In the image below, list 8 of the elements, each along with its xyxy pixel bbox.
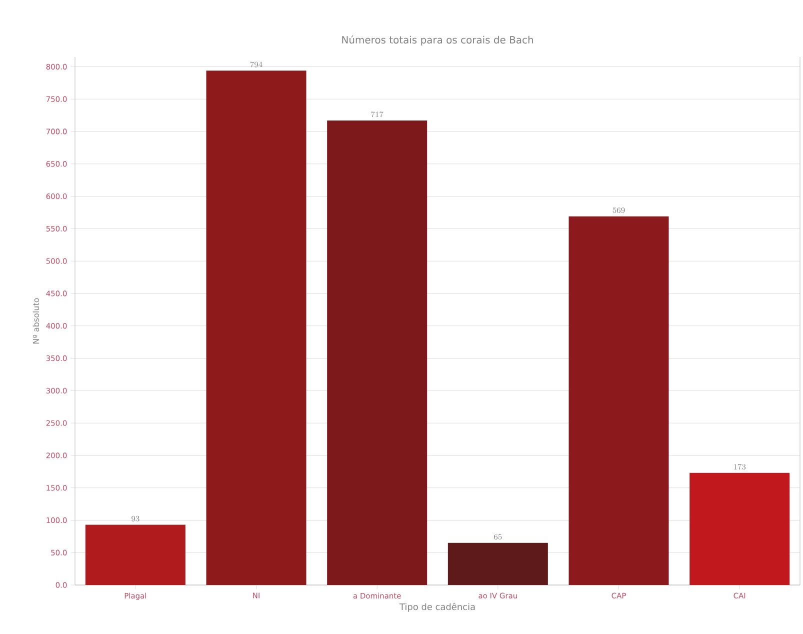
bar <box>327 120 428 585</box>
x-axis-title: Tipo de cadência <box>399 602 475 612</box>
bar <box>568 216 669 585</box>
bar <box>85 524 186 585</box>
chart-title: Números totais para os corais de Bach <box>342 35 533 46</box>
bar <box>448 542 548 585</box>
bar <box>206 70 306 585</box>
bar <box>690 472 790 585</box>
